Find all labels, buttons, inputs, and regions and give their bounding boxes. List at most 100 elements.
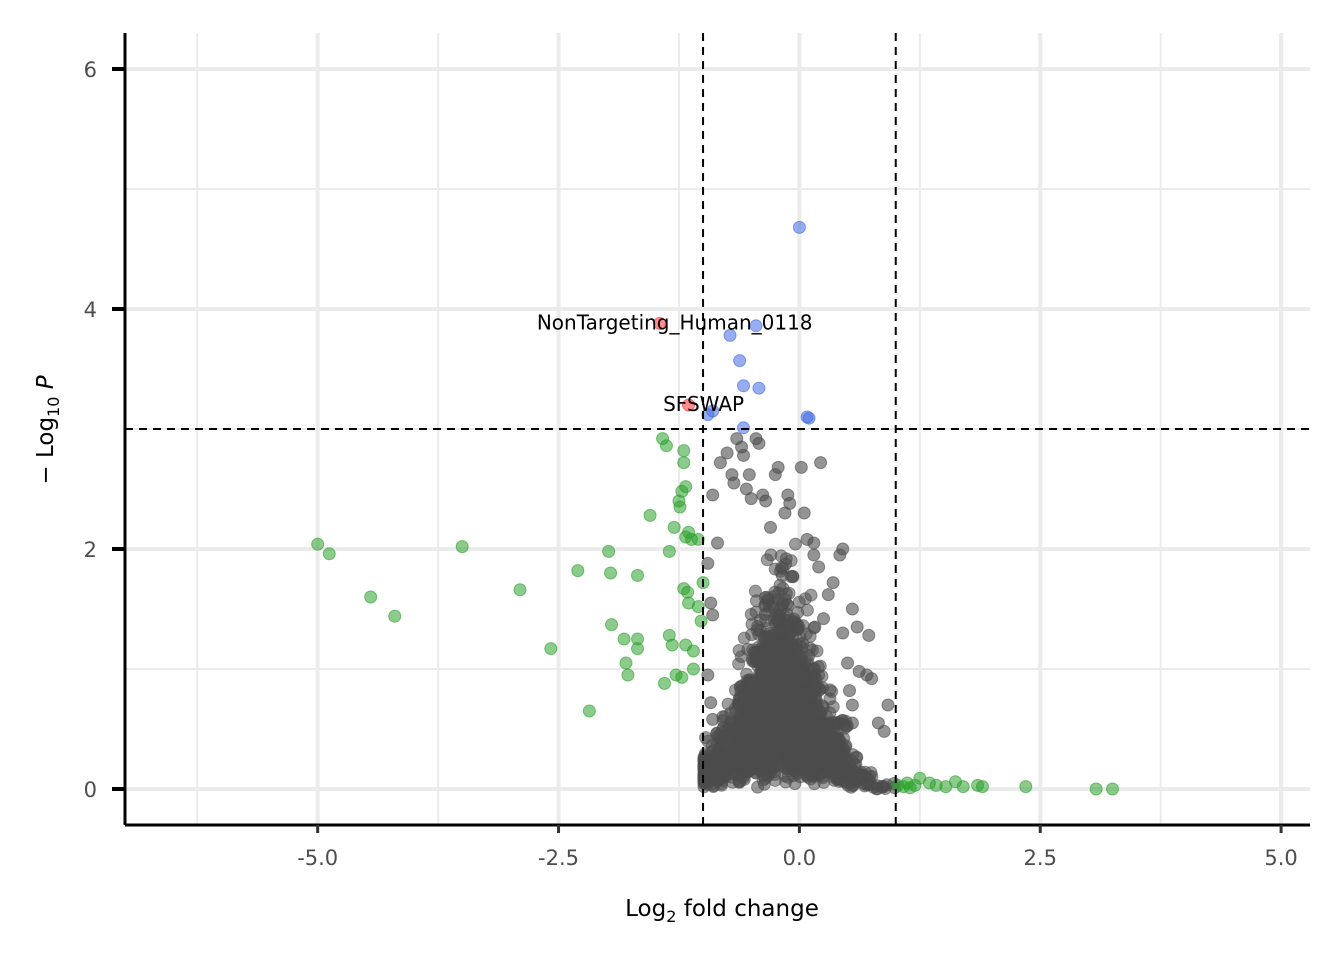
ns-point <box>850 620 864 634</box>
ns-point <box>845 716 859 730</box>
x-axis-title: Log2 fold change <box>625 896 819 926</box>
log2fc-point <box>686 662 700 676</box>
ns-point <box>761 638 775 652</box>
ns-point <box>791 754 805 768</box>
log2fc-point <box>605 618 619 632</box>
both-point <box>653 316 667 330</box>
ns-point <box>814 456 828 470</box>
ns-point <box>804 588 818 602</box>
ns-point <box>737 448 751 462</box>
log2fc-point <box>544 642 558 656</box>
ns-point <box>752 436 766 450</box>
ns-point <box>699 731 713 745</box>
log2fc-point <box>691 532 705 546</box>
ns-point <box>803 629 817 643</box>
ns-point <box>701 668 715 682</box>
ns-point <box>836 751 850 765</box>
ns-point <box>704 696 718 710</box>
ns-point <box>845 602 859 616</box>
y-tick-label: 4 <box>84 298 97 322</box>
log2fc-point <box>631 642 645 656</box>
log2fc-point <box>677 456 691 470</box>
x-axis-title-suffix: fold change <box>676 896 818 922</box>
log2fc-point <box>617 632 631 646</box>
ns-point <box>792 595 806 609</box>
ns-point <box>824 726 838 740</box>
ns-point <box>759 614 773 628</box>
ns-point <box>711 536 724 550</box>
ns-point <box>836 542 850 556</box>
log2fc-point <box>602 544 616 558</box>
p-point <box>749 319 763 333</box>
ns-point <box>801 764 815 778</box>
ns-point <box>753 624 767 638</box>
ns-point <box>816 771 830 785</box>
ns-point <box>826 576 840 590</box>
ns-point <box>788 675 802 689</box>
p-point <box>737 421 751 435</box>
log2fc-point <box>364 590 378 604</box>
ns-point <box>706 488 720 502</box>
ns-point <box>706 608 720 622</box>
log2fc-point <box>679 638 693 652</box>
ns-point <box>720 446 734 460</box>
ns-point <box>816 612 830 626</box>
y-axis-title-prefix: − Log <box>33 417 59 485</box>
x-tick-label: 2.5 <box>1024 846 1057 870</box>
ns-point <box>801 654 815 668</box>
log2fc-point <box>662 544 676 558</box>
ns-point <box>720 736 734 750</box>
ns-point <box>807 536 821 550</box>
ns-point <box>773 759 787 773</box>
log2fc-point <box>975 780 989 794</box>
ns-point <box>788 537 802 551</box>
ns-point <box>747 655 761 669</box>
ns-point <box>734 715 748 729</box>
ns-point <box>848 758 862 772</box>
ns-point <box>821 588 835 602</box>
ns-point <box>744 492 758 506</box>
ns-point <box>742 730 756 744</box>
log2fc-point <box>673 500 687 514</box>
ns-point <box>797 506 811 520</box>
ns-point <box>842 684 856 698</box>
ns-point <box>809 672 823 686</box>
ns-point <box>847 778 861 792</box>
log2fc-point <box>604 566 618 580</box>
p-point <box>802 411 816 425</box>
ns-point <box>756 768 770 782</box>
x-tick-label: -5.0 <box>297 846 338 870</box>
log2fc-point <box>659 439 673 453</box>
ns-point <box>836 626 850 640</box>
ns-point <box>821 759 835 773</box>
ns-point <box>798 709 812 723</box>
ns-point <box>811 737 825 751</box>
ns-point <box>803 641 817 655</box>
ns-point <box>727 476 741 490</box>
both-point <box>682 398 696 412</box>
ns-point <box>807 548 821 562</box>
ns-point <box>877 724 891 738</box>
ns-point <box>779 687 793 701</box>
ns-point <box>862 628 876 642</box>
ns-point <box>759 494 773 508</box>
ns-point <box>812 560 826 574</box>
ns-point <box>775 569 789 583</box>
ns-point <box>744 678 758 692</box>
ns-point <box>841 656 855 670</box>
log2fc-point <box>675 670 689 684</box>
ns-point <box>782 734 796 748</box>
x-tick-label: 5.0 <box>1264 846 1297 870</box>
ns-point <box>701 556 715 570</box>
ns-point <box>779 557 793 571</box>
log2fc-point <box>582 704 596 718</box>
log2fc-point <box>621 668 635 682</box>
ns-point <box>732 657 746 671</box>
ns-point <box>713 456 727 470</box>
log2fc-point <box>694 614 708 628</box>
ns-point <box>786 630 800 644</box>
log2fc-point <box>455 540 469 554</box>
y-axis-title-subscript: 10 <box>44 397 63 417</box>
ns-point <box>800 603 814 617</box>
